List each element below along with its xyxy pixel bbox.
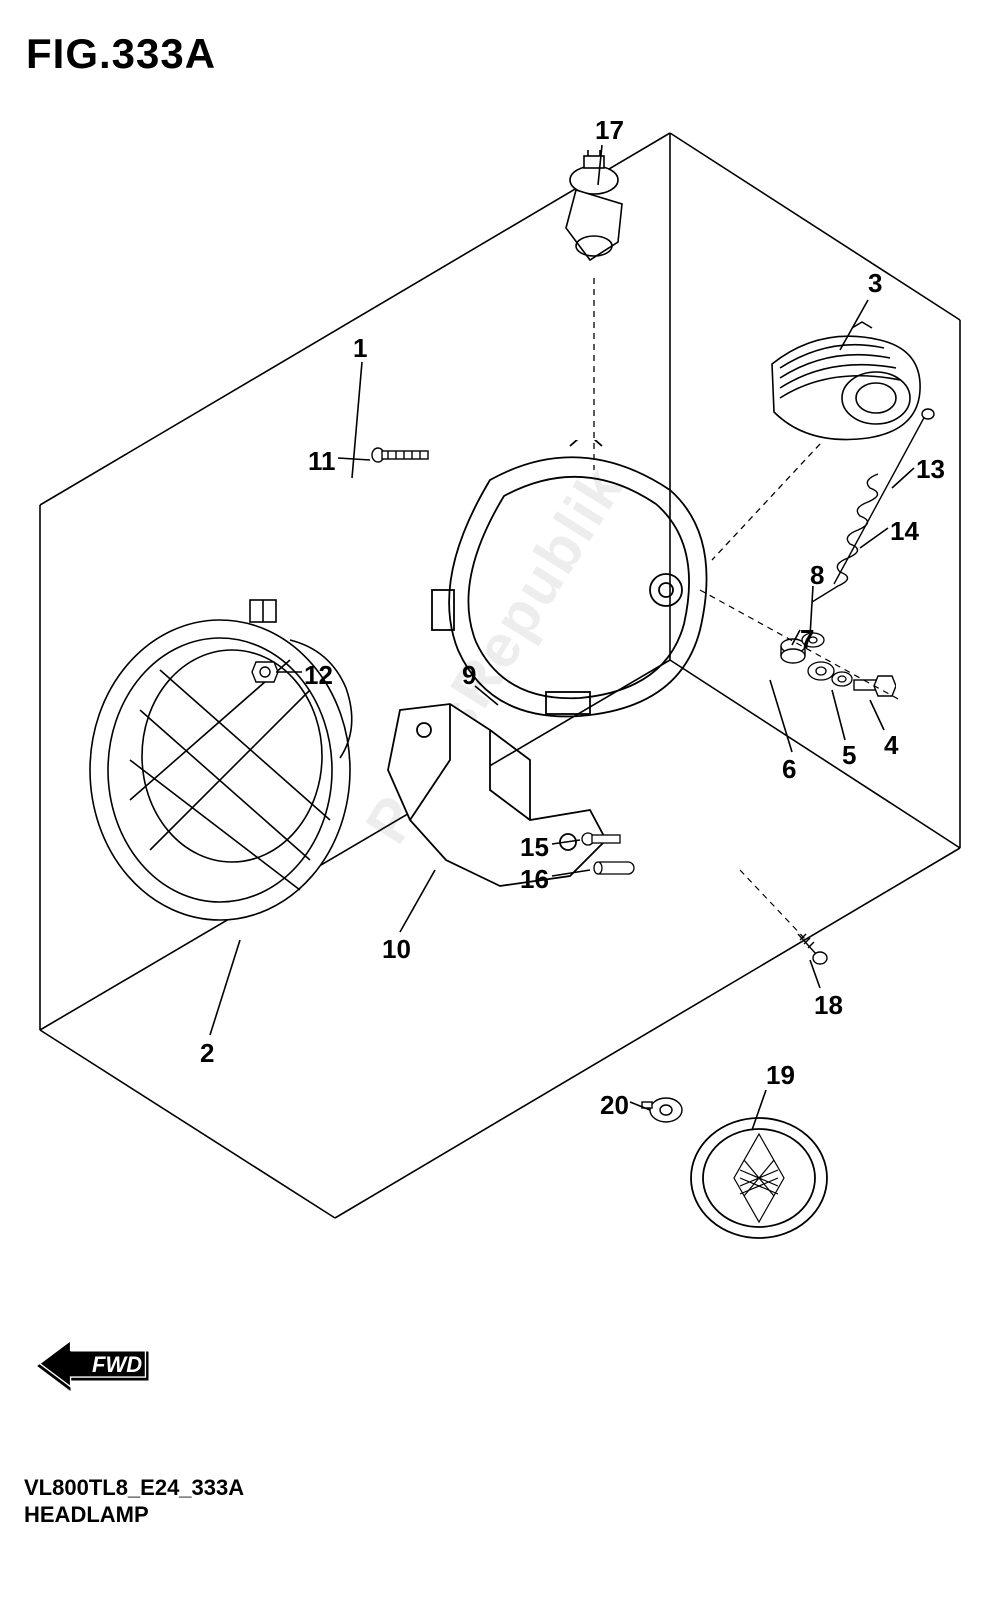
callout-14: 14 xyxy=(890,516,919,547)
callout-16: 16 xyxy=(520,864,549,895)
callout-1: 1 xyxy=(353,333,367,364)
diagram-root: FIG.333A PartsRepublik xyxy=(0,0,1004,1600)
callout-5: 5 xyxy=(842,740,856,771)
callout-13: 13 xyxy=(916,454,945,485)
callout-19: 19 xyxy=(766,1060,795,1091)
callout-6: 6 xyxy=(782,754,796,785)
callout-3: 3 xyxy=(868,268,882,299)
callout-17: 17 xyxy=(595,115,624,146)
callout-15: 15 xyxy=(520,832,549,863)
callout-2: 2 xyxy=(200,1038,214,1069)
callout-7: 7 xyxy=(800,624,814,655)
fwd-badge: FWD xyxy=(34,1332,154,1394)
footer-name: HEADLAMP xyxy=(24,1502,149,1528)
callout-9: 9 xyxy=(462,660,476,691)
fwd-label: FWD xyxy=(92,1352,142,1377)
callout-18: 18 xyxy=(814,990,843,1021)
footer-code: VL800TL8_E24_333A xyxy=(24,1475,244,1501)
callout-11: 11 xyxy=(308,446,336,477)
callout-20: 20 xyxy=(600,1090,629,1121)
callout-4: 4 xyxy=(884,730,898,761)
callout-10: 10 xyxy=(382,934,411,965)
callout-8: 8 xyxy=(810,560,824,591)
callout-12: 12 xyxy=(304,660,333,691)
